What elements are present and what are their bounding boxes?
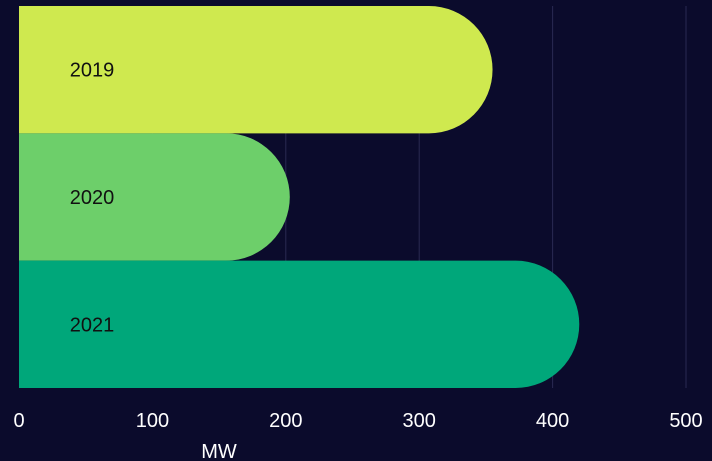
bar-label-2021: 2021	[70, 314, 115, 336]
x-tick-label-0: 0	[13, 410, 24, 432]
x-axis-ticks: 0 100 200 300 400 500	[13, 410, 702, 432]
x-tick-label-400: 400	[536, 410, 569, 432]
x-tick-label-200: 200	[269, 410, 302, 432]
x-tick-label-300: 300	[403, 410, 436, 432]
bar-2020	[19, 133, 290, 261]
x-tick-label-500: 500	[669, 410, 702, 432]
bar-label-2019: 2019	[70, 60, 115, 82]
x-axis-title: MW	[201, 441, 237, 461]
bars: 2019 2020 2021	[19, 6, 580, 388]
bar-2019	[19, 6, 493, 134]
bar-label-2020: 2020	[70, 187, 115, 209]
x-tick-label-100: 100	[136, 410, 169, 432]
bar-2021	[19, 260, 580, 388]
